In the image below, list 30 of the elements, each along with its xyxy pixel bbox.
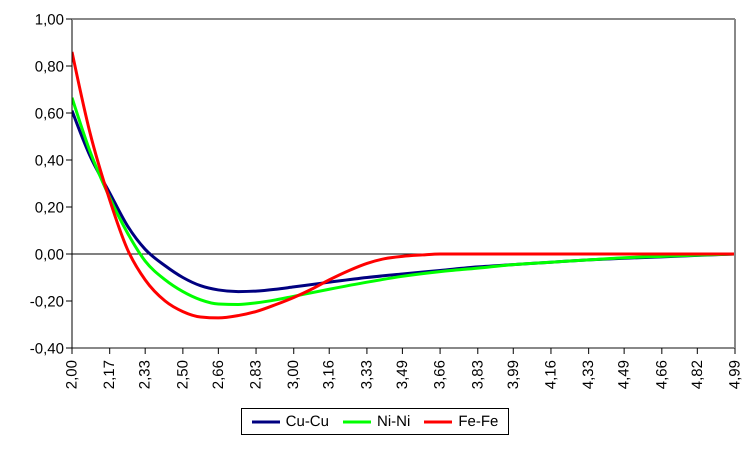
- y-tick-label: 0,80: [34, 58, 64, 76]
- x-tick-label: 3,00: [285, 360, 302, 390]
- y-tick-label: -0,20: [30, 293, 64, 310]
- y-tick-label: 1,00: [34, 11, 64, 28]
- x-tick-label: 4,66: [653, 360, 670, 390]
- x-tick-label: 3,33: [358, 360, 376, 390]
- x-tick-label: 4,82: [688, 360, 706, 390]
- x-tick-label: 3,66: [432, 360, 449, 390]
- legend-label: Ni-Ni: [377, 413, 410, 430]
- x-tick-label: 3,49: [394, 360, 411, 390]
- x-tick-label: 3,16: [320, 360, 338, 390]
- x-tick-label: 2,17: [101, 360, 118, 390]
- x-tick-label: 4,33: [580, 360, 598, 390]
- y-tick-label: 0,00: [34, 246, 64, 264]
- x-tick-label: 3,99: [504, 360, 522, 390]
- y-tick-label: -0,40: [30, 340, 64, 358]
- x-tick-label: 2,66: [210, 360, 227, 390]
- x-tick-label: 3,83: [469, 360, 486, 390]
- legend-label: Cu-Cu: [286, 413, 329, 430]
- legend-label: Fe-Fe: [458, 413, 498, 430]
- x-tick-label: 2,33: [136, 360, 154, 390]
- x-tick-label: 2,00: [64, 360, 80, 390]
- y-tick-label: 0,20: [34, 199, 64, 216]
- y-tick-label: 0,40: [34, 152, 64, 170]
- x-tick-label: 4,16: [542, 360, 560, 390]
- x-tick-label: 2,83: [248, 360, 265, 390]
- y-tick-label: 0,60: [34, 105, 64, 122]
- x-tick-label: 4,49: [616, 360, 633, 390]
- x-tick-label: 4,99: [726, 360, 744, 390]
- x-tick-label: 2,50: [174, 360, 192, 390]
